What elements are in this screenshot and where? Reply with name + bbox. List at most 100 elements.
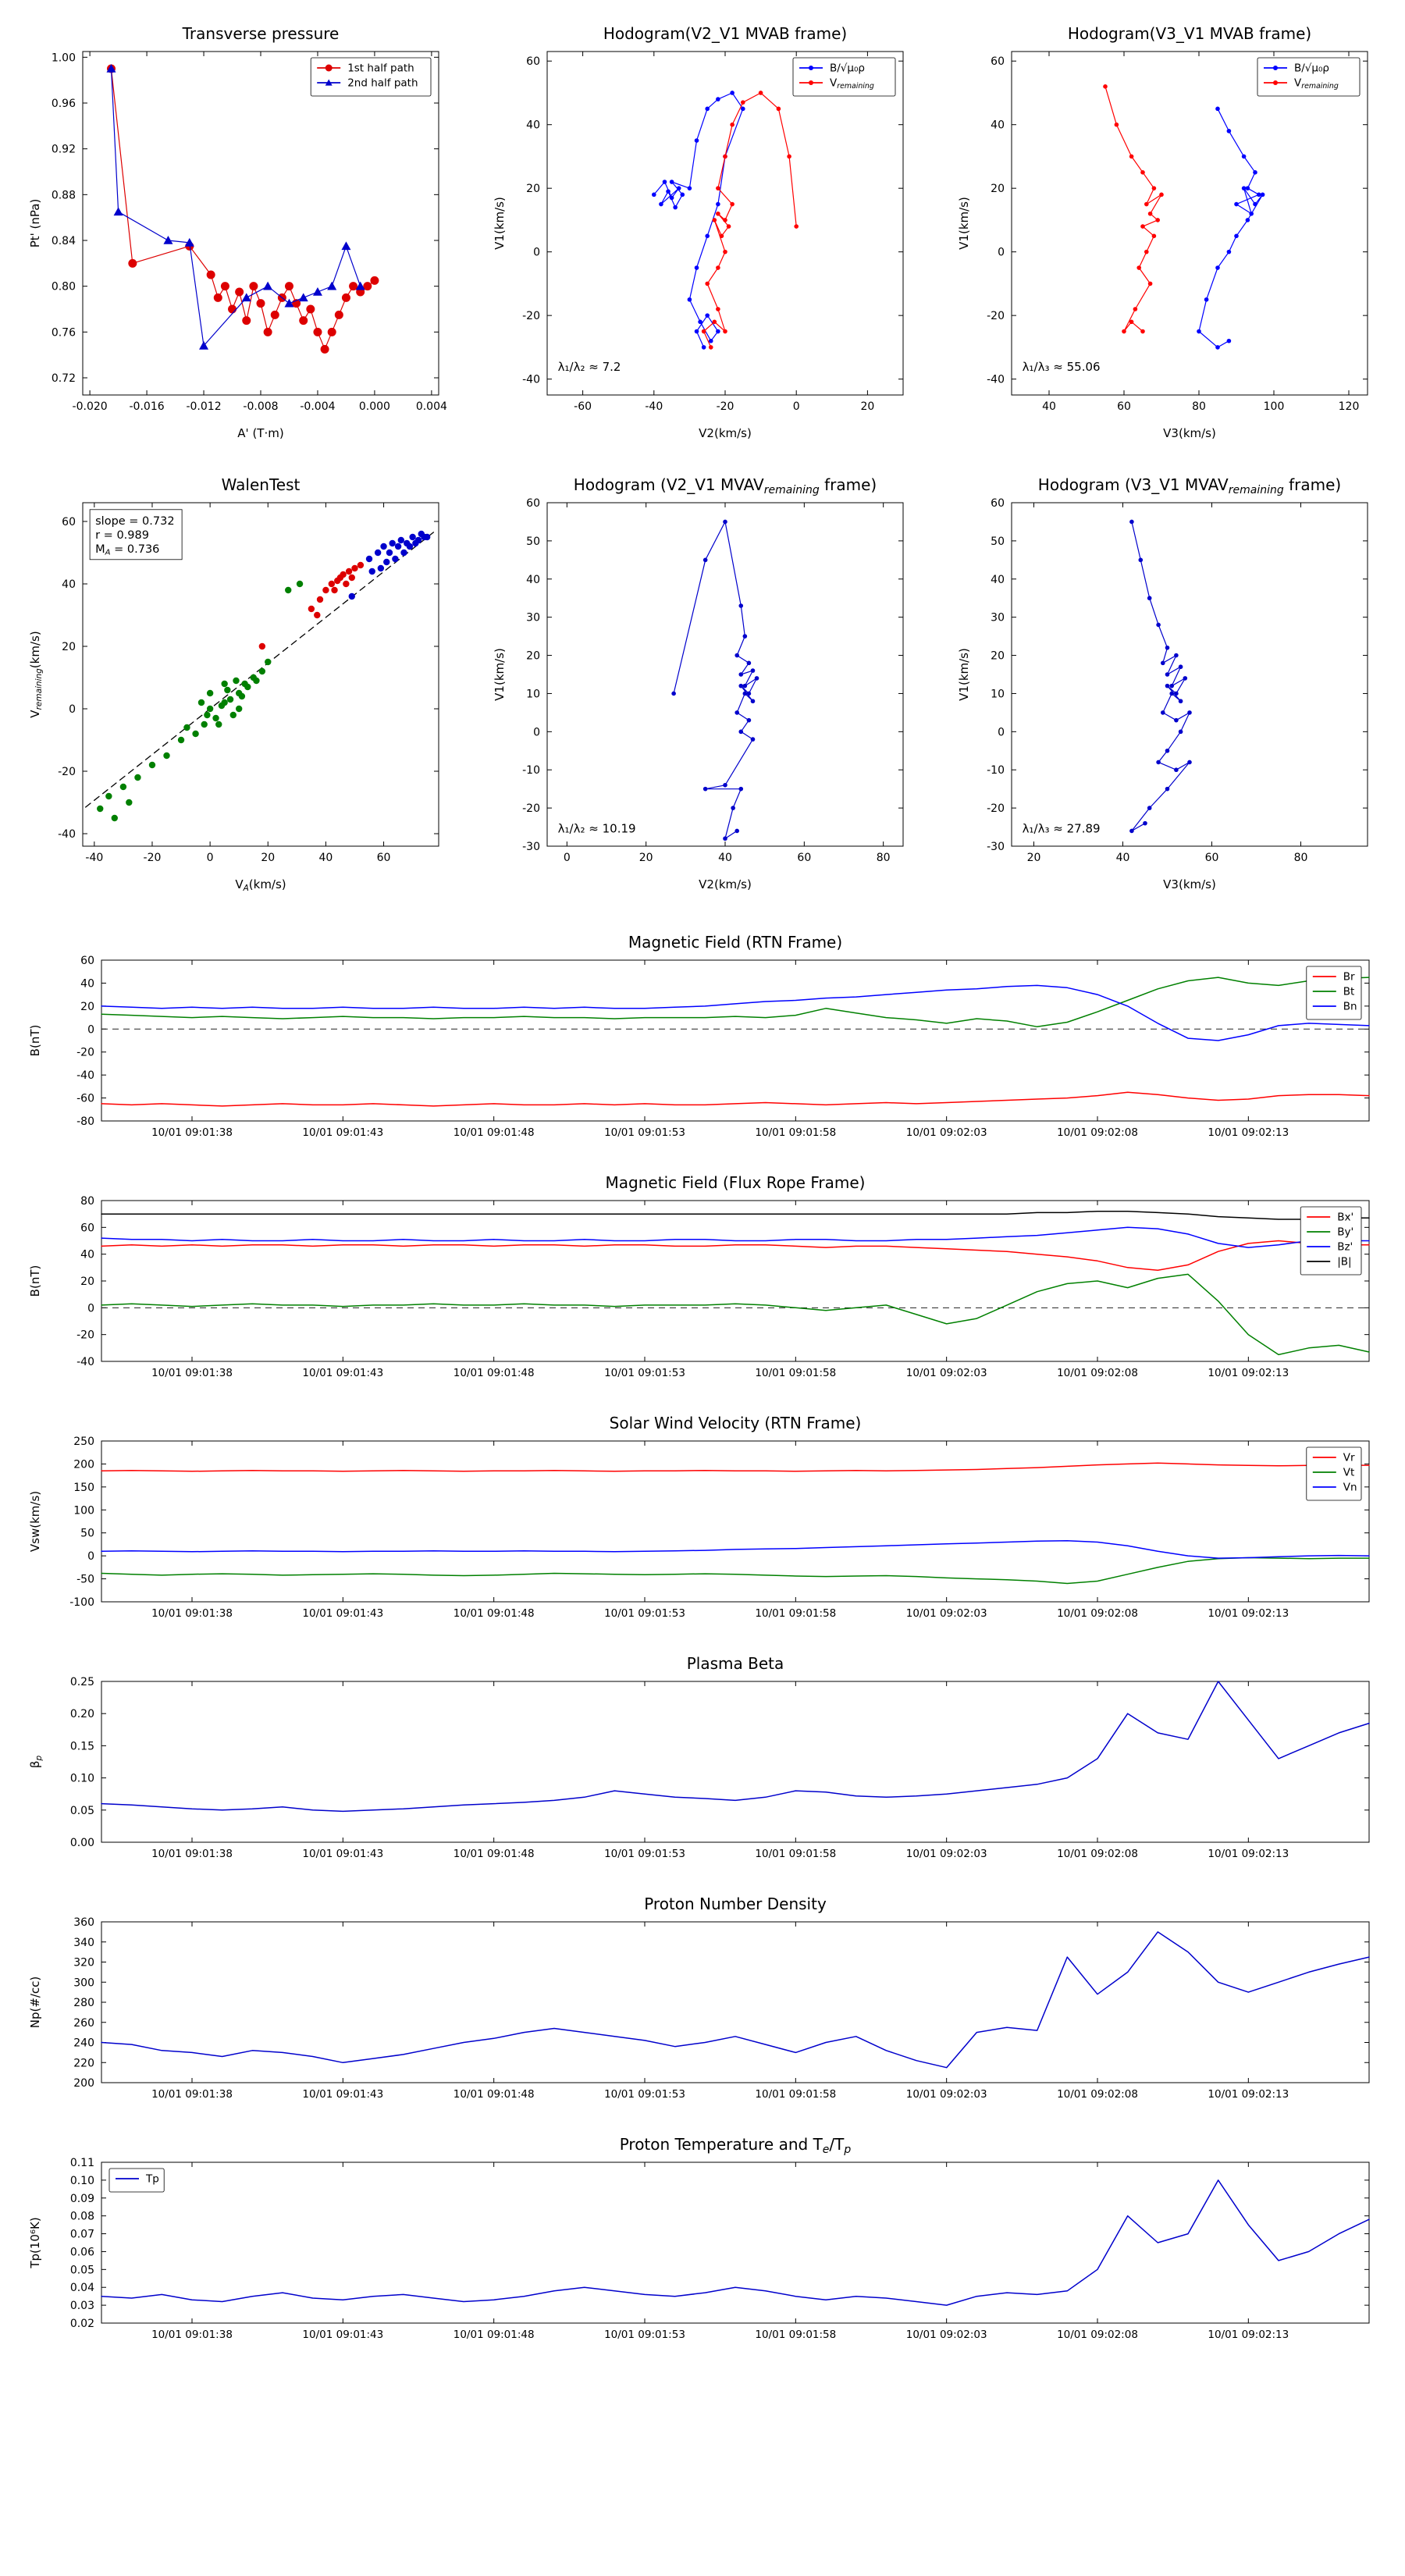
- svg-text:260: 260: [73, 2017, 94, 2030]
- svg-text:10/01 09:02:13: 10/01 09:02:13: [1208, 2329, 1289, 2341]
- svg-text:200: 200: [73, 2077, 94, 2090]
- axes-ticks: -40 -20 0 20 40 60 -40 -20 0 20 40 60: [58, 503, 439, 864]
- svg-text:50: 50: [526, 535, 540, 548]
- svg-text:-20: -20: [144, 852, 162, 864]
- svg-text:-100: -100: [69, 1596, 94, 1609]
- svg-text:60: 60: [797, 852, 811, 864]
- svg-text:-20: -20: [522, 310, 540, 322]
- svg-text:-0.008: -0.008: [243, 400, 278, 413]
- legend: 1st half path 2nd half path: [310, 57, 432, 97]
- svg-text:200: 200: [73, 1458, 94, 1471]
- axes-frame: [1011, 51, 1368, 396]
- svg-text:-20: -20: [76, 1047, 94, 1059]
- svg-text:60: 60: [526, 55, 540, 68]
- svg-magnetic-field-flux-rope: 10/01 09:01:38 10/01 09:01:43 10/01 09:01:…: [28, 1173, 1370, 1379]
- svg-text:20: 20: [860, 400, 874, 413]
- svg-transverse-pressure: -0.020 -0.016 -0.012 -0.008 -0.004 0.000 0.004…: [28, 24, 447, 440]
- series-by-: [101, 1273, 1370, 1356]
- axes-ticks: 10/01 09:01:38 10/01 09:01:43 10/01 09:01:…: [70, 1676, 1369, 1860]
- svg-text:80: 80: [80, 1195, 94, 1208]
- series-v-remaining: [701, 91, 799, 350]
- chart-title: Proton Temperature and Te/Tp: [620, 2135, 852, 2156]
- svg-text:0.004: 0.004: [416, 400, 447, 413]
- svg-text:0.96: 0.96: [52, 98, 76, 110]
- svg-text:0.06: 0.06: [70, 2246, 94, 2258]
- svg-text:60: 60: [1117, 400, 1131, 413]
- svg-text:0: 0: [998, 247, 1005, 259]
- series-v-remaining: [1103, 84, 1164, 334]
- series-blue-points: [348, 530, 431, 600]
- svg-text:0: 0: [793, 400, 800, 413]
- svg-text:60: 60: [991, 55, 1005, 68]
- axes-ticks: 40 60 80 100 120 -40 -20 0 20 40 60: [987, 52, 1368, 413]
- chart-magnetic-field-rtn: 10/01 09:01:38 10/01 09:01:43 10/01 09:01:…: [23, 924, 1382, 1155]
- svg-text:By': By': [1337, 1226, 1353, 1239]
- svg-text:0.84: 0.84: [52, 235, 76, 247]
- svg-text:-30: -30: [522, 841, 540, 853]
- chart-plasma-beta: 10/01 09:01:38 10/01 09:01:43 10/01 09:01:…: [23, 1646, 1382, 1877]
- svg-text:10/01 09:01:48: 10/01 09:01:48: [454, 2329, 535, 2341]
- chart-title: Plasma Beta: [687, 1654, 784, 1673]
- svg-text:10/01 09:02:08: 10/01 09:02:08: [1057, 2329, 1138, 2341]
- svg-text:80: 80: [877, 852, 891, 864]
- svg-text:0.15: 0.15: [70, 1740, 94, 1752]
- y-axis-label: Vremaining(km/s): [28, 631, 44, 717]
- chart-solar-wind-velocity: 10/01 09:01:38 10/01 09:01:43 10/01 09:01:…: [23, 1405, 1382, 1636]
- svg-text:-10: -10: [522, 764, 540, 777]
- x-axis-label: V3(km/s): [1163, 426, 1216, 440]
- svg-text:0.03: 0.03: [70, 2300, 94, 2312]
- axes-frame: [101, 1681, 1370, 1843]
- svg-text:10/01 09:01:58: 10/01 09:01:58: [755, 2088, 836, 2101]
- svg-text:B/√μ₀ρ: B/√μ₀ρ: [1294, 62, 1329, 75]
- y-axis-label: B(nT): [28, 1025, 42, 1057]
- svg-text:-40: -40: [85, 852, 103, 864]
- svg-text:-20: -20: [987, 310, 1005, 322]
- svg-text:240: 240: [73, 2037, 94, 2050]
- axes-frame: [101, 959, 1370, 1122]
- svg-text:1.00: 1.00: [52, 52, 76, 64]
- svg-text:20: 20: [639, 852, 653, 864]
- svg-text:0.07: 0.07: [70, 2229, 94, 2241]
- svg-text:-0.016: -0.016: [130, 400, 165, 413]
- svg-text:0.00: 0.00: [70, 1837, 94, 1849]
- svg-text:10/01 09:01:53: 10/01 09:01:53: [604, 1126, 685, 1139]
- chart-hodogram-v3v1-mvav: 20 40 60 80 -30 -20 -10 0 10 20 30 40 50 60 Hodogram (…: [952, 465, 1382, 896]
- svg-text:0.72: 0.72: [52, 372, 76, 385]
- svg-text:|B|: |B|: [1337, 1256, 1351, 1268]
- axes-ticks: 20 40 60 80 -30 -20 -10 0 10 20 30 40 50 60: [987, 497, 1368, 864]
- svg-text:60: 60: [80, 955, 94, 967]
- svg-text:60: 60: [62, 516, 76, 528]
- svg-text:40: 40: [526, 119, 540, 132]
- svg-text:30: 30: [526, 612, 540, 624]
- svg-text:50: 50: [991, 535, 1005, 548]
- axes-frame: [1011, 502, 1368, 847]
- svg-text:340: 340: [73, 1937, 94, 1949]
- svg-text:-40: -40: [58, 828, 76, 841]
- svg-hodogram-v3v1-mvav: 20 40 60 80 -30 -20 -10 0 10 20 30 40 50 60 Hodogram (…: [957, 475, 1368, 891]
- svg-text:0.05: 0.05: [70, 2264, 94, 2276]
- chart-title: Transverse pressure: [182, 24, 340, 43]
- svg-text:-30: -30: [987, 841, 1005, 853]
- y-axis-label: V1(km/s): [493, 648, 507, 701]
- svg-text:B/√μ₀ρ: B/√μ₀ρ: [830, 62, 865, 75]
- svg-text:150: 150: [73, 1482, 94, 1494]
- svg-text:0.80: 0.80: [52, 281, 76, 294]
- y-axis-label: βp: [28, 1756, 44, 1769]
- chart-title: Proton Number Density: [644, 1895, 827, 1913]
- svg-text:40: 40: [62, 578, 76, 591]
- svg-text:40: 40: [80, 1249, 94, 1261]
- svg-text:10/01 09:01:58: 10/01 09:01:58: [755, 1607, 836, 1620]
- svg-text:0.10: 0.10: [70, 2175, 94, 2187]
- svg-text:Vn: Vn: [1343, 1482, 1357, 1494]
- svg-text:10/01 09:02:08: 10/01 09:02:08: [1057, 2088, 1138, 2101]
- svg-text:20: 20: [1027, 852, 1041, 864]
- axes-ticks: -0.020 -0.016 -0.012 -0.008 -0.004 0.000 0.004…: [52, 52, 447, 413]
- svg-text:-40: -40: [76, 1356, 94, 1368]
- y-axis-label: V1(km/s): [957, 648, 971, 701]
- series-vt: [101, 1557, 1370, 1585]
- svg-text:0: 0: [998, 726, 1005, 738]
- svg-text:10/01 09:01:48: 10/01 09:01:48: [454, 1126, 535, 1139]
- svg-hodogram-v2v1-mvav: 0 20 40 60 80 -30 -20 -10 0 10 20 30 40 50 60 Hodogram …: [493, 475, 904, 891]
- svg-text:-40: -40: [522, 374, 540, 386]
- chart-hodogram-v3v1-mvab: 40 60 80 100 120 -40 -20 0 20 40 60 Hodogram(V3_V1 …: [952, 14, 1382, 445]
